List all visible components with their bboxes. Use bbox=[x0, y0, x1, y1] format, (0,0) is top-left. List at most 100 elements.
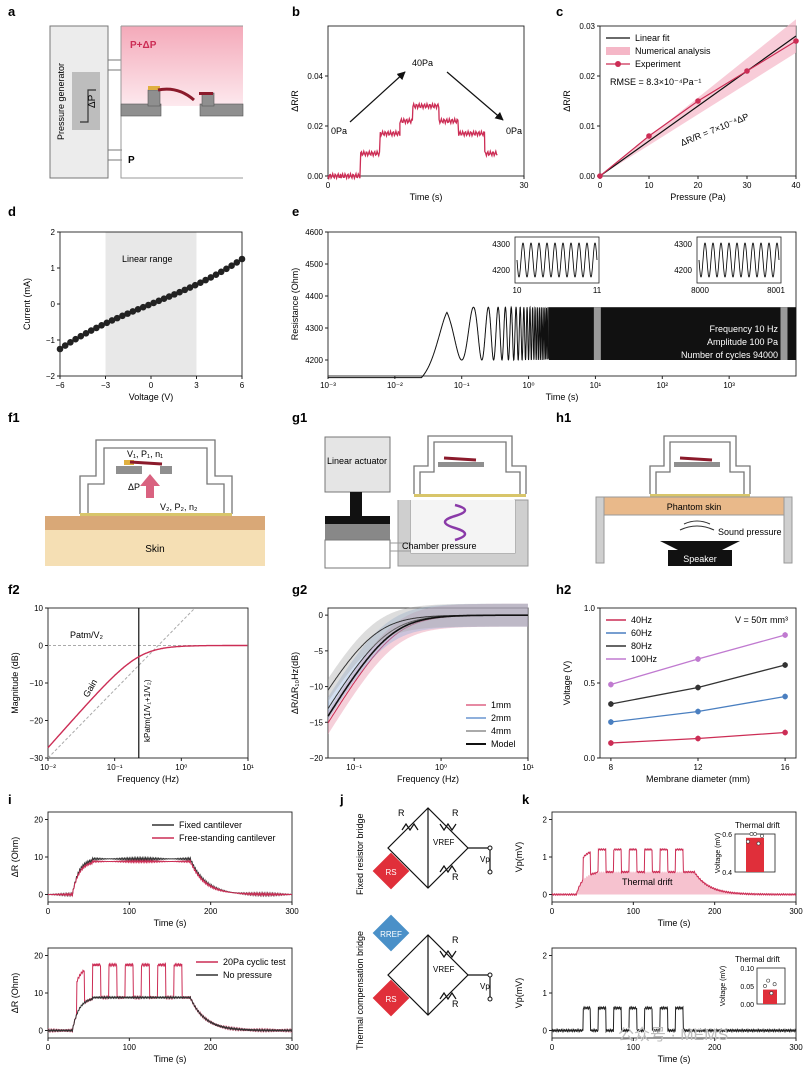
y-tick-label: 4600 bbox=[305, 228, 323, 237]
k-top-inset-point bbox=[753, 832, 757, 836]
tube-top bbox=[108, 59, 122, 161]
h2-point-100Hz bbox=[782, 632, 788, 638]
x-tick-label: 0 bbox=[598, 181, 603, 190]
i-bot-leg1: 20Pa cyclic test bbox=[223, 957, 286, 967]
d-iv-point bbox=[87, 327, 95, 334]
x-tick-label: 10⁰ bbox=[523, 381, 535, 390]
g1-rod bbox=[350, 492, 362, 516]
h2-leg4: 100Hz bbox=[631, 654, 658, 664]
x-axis-label: Voltage (V) bbox=[129, 392, 174, 402]
chart-h2-voltage-diameter: 8 12 16 0.0 0.5 1.0 Membrane diameter (mm) Volt… bbox=[562, 604, 797, 784]
x-tick-label: 100 bbox=[123, 1043, 137, 1052]
watermark: 公众号 · MEMS bbox=[618, 1026, 728, 1044]
h1-speaker-label: Speaker bbox=[683, 554, 717, 564]
k-bot-signal-line bbox=[551, 1005, 797, 1034]
x-tick-label: 10² bbox=[657, 381, 669, 390]
x-tick-label: −6 bbox=[55, 381, 65, 390]
x-tick-label: 10⁻¹ bbox=[107, 763, 123, 772]
b-arrow-down bbox=[446, 71, 504, 121]
j-bot-side-label: Thermal compensation bridge bbox=[355, 931, 365, 1050]
e-inset2-x-right: 8001 bbox=[767, 286, 785, 295]
y-axis-label: ΔR (Ohm) bbox=[10, 973, 20, 1014]
x-tick-label: 200 bbox=[708, 1043, 722, 1052]
h2-point-100Hz bbox=[695, 656, 701, 662]
g1-actuator-label: Linear actuator bbox=[327, 456, 387, 466]
y-axis-label: Voltage (V) bbox=[562, 661, 572, 706]
panel-label-a: a bbox=[8, 4, 16, 19]
g1-spring bbox=[443, 503, 467, 542]
dp-box bbox=[72, 72, 100, 130]
chart-c-resistance-pressure: 0 10 20 30 40 0.00 0.01 0.02 0.03 Pressure (Pa) ΔR… bbox=[562, 19, 801, 202]
x-tick-label: 200 bbox=[204, 907, 218, 916]
g2-leg4: Model bbox=[491, 739, 516, 749]
j-top-r1: R bbox=[398, 808, 405, 818]
h2-note: V = 50π mm³ bbox=[735, 615, 788, 625]
b-ann-end: 0Pa bbox=[506, 126, 522, 136]
y-tick-label: 20 bbox=[34, 952, 43, 961]
x-tick-label: 40 bbox=[792, 181, 801, 190]
j-bottom-bridge bbox=[387, 934, 491, 1016]
i-top-free-line bbox=[48, 859, 293, 898]
chart-b-resistance-time: 0 30 0.00 0.02 0.04 Time (s) ΔR/R bbox=[290, 25, 529, 202]
f1-label-bottom: V₂, P₂, n₂ bbox=[160, 502, 198, 512]
d-iv-point bbox=[212, 271, 220, 278]
panel-h1-schematic: Phantom skin Sound pressure Speaker bbox=[595, 435, 793, 566]
y-tick-label: −20 bbox=[309, 754, 323, 763]
f1-inner-housing bbox=[87, 447, 225, 514]
d-iv-point bbox=[103, 319, 111, 327]
d-iv-point bbox=[233, 259, 241, 266]
y-tick-label: 0.02 bbox=[579, 72, 595, 81]
k-top-inset-point bbox=[746, 839, 750, 844]
j-bot-rs-box bbox=[372, 979, 410, 1017]
y-tick-label: 1 bbox=[543, 853, 548, 862]
d-iv-point bbox=[176, 288, 183, 296]
chart-k-top: 0 100 200 300 0 1 2 Time (s) Vp(mV) 0.4 0.6Voltage… bbox=[514, 811, 803, 928]
y-axis-label: Resistance (Ohm) bbox=[290, 268, 300, 341]
x-tick-label: 10⁰ bbox=[175, 763, 187, 772]
k-bot-inset-point bbox=[772, 982, 777, 987]
dp-label: ΔP bbox=[87, 94, 98, 108]
f1-membrane-left bbox=[116, 466, 142, 474]
h1-sound-waves bbox=[679, 520, 715, 531]
x-tick-label: −3 bbox=[101, 381, 111, 390]
y-tick-label: 1 bbox=[543, 989, 548, 998]
anchor-left bbox=[147, 89, 161, 107]
h2-point-60Hz bbox=[782, 693, 788, 700]
plot-frame bbox=[327, 231, 797, 377]
panel-b-annotations: 0Pa 40Pa 0Pa bbox=[331, 58, 522, 136]
chamber-top bbox=[121, 26, 243, 106]
x-tick-label: 0 bbox=[550, 907, 555, 916]
x-tick-label: 10⁻¹ bbox=[454, 381, 470, 390]
b-series-line bbox=[327, 101, 498, 181]
h1-speaker-body bbox=[668, 550, 732, 566]
y-tick-label: 2 bbox=[51, 228, 56, 237]
k-top-inset-ytick: 0.4 bbox=[722, 870, 732, 877]
e-info-cycles: Number of cycles 94000 bbox=[681, 350, 778, 360]
y-tick-label: 1 bbox=[51, 264, 56, 273]
panel-g1-schematic: Linear actuator Chamber pressure bbox=[324, 435, 529, 569]
h1-device bbox=[649, 435, 751, 494]
g2-leg2: 2mm bbox=[491, 713, 511, 723]
h1-device-inner bbox=[655, 441, 745, 494]
y-axis-label: ΔR (Ohm) bbox=[10, 837, 20, 878]
d-iv-point bbox=[228, 262, 235, 269]
y-tick-label: 0.00 bbox=[579, 172, 595, 181]
k-top-drift-area bbox=[552, 871, 796, 896]
e-inset1-y-bottom: 4200 bbox=[492, 266, 510, 275]
d-iv-point bbox=[171, 291, 178, 298]
d-iv-point bbox=[238, 255, 246, 263]
y-tick-label: 0.03 bbox=[579, 22, 595, 31]
j-bot-rref-box bbox=[372, 914, 410, 952]
g2-legend: 1mm 2mm 4mm Model bbox=[466, 700, 516, 749]
d-iv-point bbox=[67, 339, 74, 346]
c-experiment-point bbox=[695, 98, 701, 104]
f1-arrow bbox=[140, 474, 160, 498]
panel-label-b: b bbox=[292, 4, 300, 19]
j-bot-vp: Vp bbox=[480, 982, 490, 991]
h2-point-40Hz bbox=[608, 740, 614, 746]
h2-legend: 40Hz 60Hz 80Hz 100Hz V = 50π mm³ bbox=[606, 615, 788, 664]
y-axis-label: Current (mA) bbox=[22, 278, 32, 330]
x-axis-label: Membrane diameter (mm) bbox=[646, 774, 750, 784]
y-tick-label: 0.5 bbox=[584, 679, 596, 688]
k-top-inset-point bbox=[760, 834, 764, 838]
